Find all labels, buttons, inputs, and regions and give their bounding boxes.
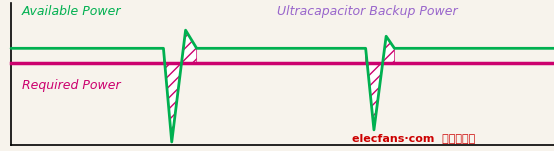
Text: Available Power: Available Power [22,5,122,18]
Polygon shape [366,36,394,130]
Text: Ultracapacitor Backup Power: Ultracapacitor Backup Power [277,5,458,18]
Polygon shape [163,30,197,142]
Text: Required Power: Required Power [22,79,121,92]
Text: elecfans·com  电子发烧友: elecfans·com 电子发烧友 [352,133,475,143]
